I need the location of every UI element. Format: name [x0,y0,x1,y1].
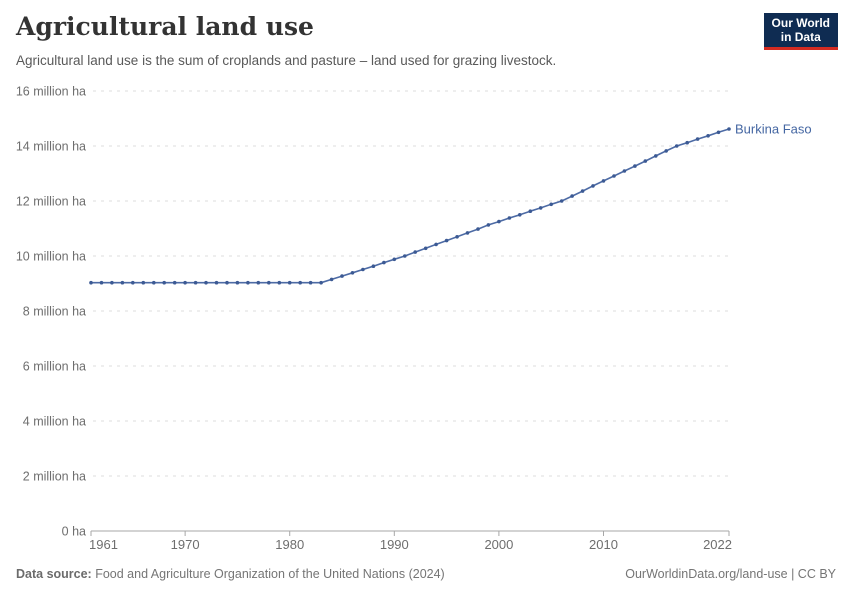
y-tick-label: 14 million ha [16,140,86,154]
data-point[interactable] [308,280,313,285]
data-point[interactable] [193,280,198,285]
y-tick-label: 8 million ha [23,305,86,319]
x-tick-label: 2010 [589,537,618,552]
data-line-burkina-faso[interactable] [90,128,730,284]
data-point[interactable] [633,164,637,168]
data-point[interactable] [361,267,365,272]
data-point[interactable] [528,209,533,213]
data-point[interactable] [559,199,564,203]
data-point[interactable] [507,216,512,220]
x-tick-label: 1970 [171,537,200,552]
y-tick-label: 16 million ha [16,85,86,99]
data-point[interactable] [350,271,355,275]
x-tick-label: 2022 [703,537,732,552]
chart-subtitle: Agricultural land use is the sum of crop… [16,53,557,68]
data-point[interactable] [654,154,658,158]
x-tick-label: 2000 [484,537,513,552]
data-point[interactable] [423,246,428,251]
data-point[interactable] [172,280,177,285]
data-point[interactable] [329,277,334,282]
y-tick-label: 10 million ha [16,250,86,264]
data-point[interactable] [382,260,386,265]
data-point[interactable] [162,280,166,285]
y-tick-label: 0 ha [62,525,86,539]
data-point[interactable] [131,280,135,285]
data-point[interactable] [183,280,187,285]
data-point[interactable] [89,280,93,285]
data-point[interactable] [444,238,449,243]
data-point[interactable] [204,280,208,285]
data-point[interactable] [214,280,219,285]
y-tick-label: 4 million ha [23,415,86,429]
data-point[interactable] [674,144,679,148]
data-point[interactable] [664,149,668,153]
data-point[interactable] [246,280,250,285]
owid-logo[interactable]: Our World in Data [763,13,838,50]
data-point[interactable] [518,213,522,217]
data-source: Data source: Food and Agriculture Organi… [16,567,445,581]
chart-footer: Data source: Food and Agriculture Organi… [16,567,836,581]
data-point[interactable] [643,159,648,163]
data-point[interactable] [570,194,574,198]
y-tick-label: 2 million ha [23,470,86,484]
data-point[interactable] [287,280,292,285]
data-point[interactable] [465,231,470,235]
data-point[interactable] [601,179,606,183]
data-point[interactable] [706,134,710,138]
owid-logo-line1: Our World [771,16,830,30]
data-point[interactable] [141,280,146,285]
data-point[interactable] [612,174,616,178]
data-point[interactable] [256,280,261,285]
data-point[interactable] [591,184,595,188]
x-tick-label: 1980 [275,537,304,552]
data-point[interactable] [455,235,459,239]
data-point[interactable] [392,257,397,262]
data-point[interactable] [403,254,407,258]
data-point[interactable] [685,140,689,145]
y-tick-label: 6 million ha [23,360,86,374]
data-point[interactable] [110,280,114,285]
data-point[interactable] [622,169,627,173]
data-point[interactable] [413,250,418,254]
data-point[interactable] [476,227,480,231]
data-point[interactable] [152,280,156,285]
y-tick-label: 12 million ha [16,195,86,209]
attribution-link[interactable]: OurWorldinData.org/land-use | CC BY [625,567,836,581]
data-point[interactable] [120,280,125,285]
data-point[interactable] [277,280,282,285]
data-point[interactable] [319,280,323,285]
data-point[interactable] [267,280,271,285]
data-point[interactable] [371,264,376,269]
x-tick-label: 1961 [89,537,118,552]
data-point[interactable] [235,280,240,285]
data-point[interactable] [486,223,491,227]
page-title: Agricultural land use [16,12,314,41]
data-source-text: Food and Agriculture Organization of the… [91,567,445,581]
data-point[interactable] [695,137,700,141]
data-point[interactable] [434,242,438,247]
data-source-label: Data source: [16,567,92,581]
data-point[interactable] [340,274,344,278]
data-point[interactable] [99,280,104,285]
data-point[interactable] [538,206,543,210]
owid-logo-line2: in Data [780,29,821,44]
data-point[interactable] [549,202,553,207]
data-point[interactable] [716,130,721,135]
data-point[interactable] [298,280,303,285]
x-tick-label: 1990 [380,537,409,552]
data-point[interactable] [225,280,229,285]
data-point[interactable] [580,189,585,193]
series-label-burkina-faso[interactable]: Burkina Faso [735,121,812,136]
data-point[interactable] [727,127,731,131]
data-point[interactable] [497,219,501,224]
